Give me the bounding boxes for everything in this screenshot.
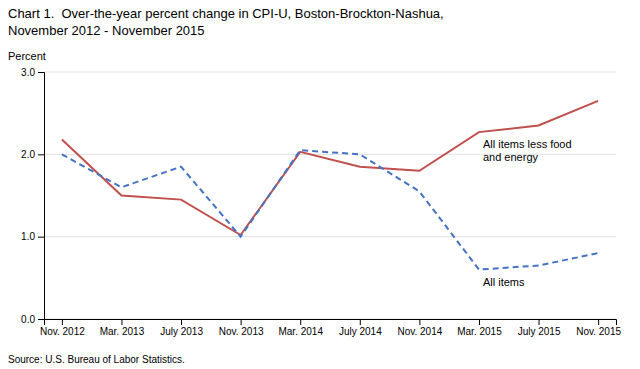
x-tick-mark xyxy=(121,319,122,325)
y-tick: 3.0 xyxy=(21,67,44,78)
y-axis-line xyxy=(38,73,45,320)
x-tick-label: Mar. 2014 xyxy=(278,326,323,337)
x-tick-mark xyxy=(479,319,480,325)
x-tick: Nov. 2015 xyxy=(576,319,621,337)
y-tick: 0.0 xyxy=(21,314,44,325)
y-tick-label: 1.0 xyxy=(21,231,35,242)
x-tick: July 2015 xyxy=(518,319,561,337)
lines xyxy=(62,101,598,270)
x-tick: Mar. 2013 xyxy=(100,319,145,337)
x-tick-mark xyxy=(62,319,63,325)
y-axis-label: Percent xyxy=(8,50,46,62)
x-tick: July 2013 xyxy=(160,319,203,337)
x-tick: Nov. 2013 xyxy=(219,319,264,337)
grid-line xyxy=(44,72,616,73)
x-tick-label: Mar. 2015 xyxy=(457,326,502,337)
x-tick-label: July 2014 xyxy=(339,326,382,337)
x-tick-mark xyxy=(300,319,301,325)
x-tick: Mar. 2014 xyxy=(278,319,323,337)
series-label: All items xyxy=(483,276,525,288)
grid xyxy=(44,72,616,319)
subtitle: November 2012 - November 2015 xyxy=(8,23,205,38)
x-tick-label: July 2013 xyxy=(160,326,203,337)
y-axis: 0.0 1.0 2.0 3.0 xyxy=(21,67,44,325)
x-tick: Nov. 2014 xyxy=(397,319,442,337)
x-tick-label: Mar. 2013 xyxy=(100,326,145,337)
y-tick-mark xyxy=(38,154,44,155)
x-tick-mark xyxy=(360,319,361,325)
chart-container: Chart 1. Over-the-year percent change in… xyxy=(0,0,640,369)
y-tick-mark xyxy=(38,319,44,320)
x-axis-line xyxy=(45,320,617,326)
series-labels: All items less foodand energy All items xyxy=(483,138,572,287)
y-tick-label: 0.0 xyxy=(21,314,35,325)
plot-area: Nov. 2012 Mar. 2013 July 2013 Nov. 2013 Mar.… xyxy=(21,67,621,337)
x-tick-mark xyxy=(419,319,420,325)
y-tick-mark xyxy=(38,237,44,238)
source: Source: U.S. Bureau of Labor Statistics. xyxy=(8,354,185,365)
x-tick-label: Nov. 2013 xyxy=(219,326,264,337)
y-tick-mark xyxy=(38,72,44,73)
y-tick: 2.0 xyxy=(21,149,44,160)
x-axis: Nov. 2012 Mar. 2013 July 2013 Nov. 2013 Mar.… xyxy=(40,319,622,337)
x-tick-label: July 2015 xyxy=(518,326,561,337)
x-tick-mark xyxy=(181,319,182,325)
series-line xyxy=(62,150,598,269)
x-tick-mark xyxy=(241,319,242,325)
grid-line xyxy=(44,236,616,237)
series-line xyxy=(62,101,598,235)
series-label: All items less foodand energy xyxy=(483,138,572,163)
y-tick: 1.0 xyxy=(21,231,44,242)
x-tick: July 2014 xyxy=(339,319,382,337)
x-tick-label: Nov. 2014 xyxy=(397,326,442,337)
y-tick-label: 2.0 xyxy=(21,149,35,160)
x-tick: Mar. 2015 xyxy=(457,319,502,337)
x-tick-label: Nov. 2015 xyxy=(576,326,621,337)
y-tick-label: 3.0 xyxy=(21,67,35,78)
x-tick-mark xyxy=(539,319,540,325)
chart: Chart 1. Over-the-year percent change in… xyxy=(0,0,640,369)
x-tick-label: Nov. 2012 xyxy=(40,326,85,337)
title: Chart 1. Over-the-year percent change in… xyxy=(8,6,444,21)
x-tick-mark xyxy=(598,319,599,325)
x-tick: Nov. 2012 xyxy=(40,319,85,337)
